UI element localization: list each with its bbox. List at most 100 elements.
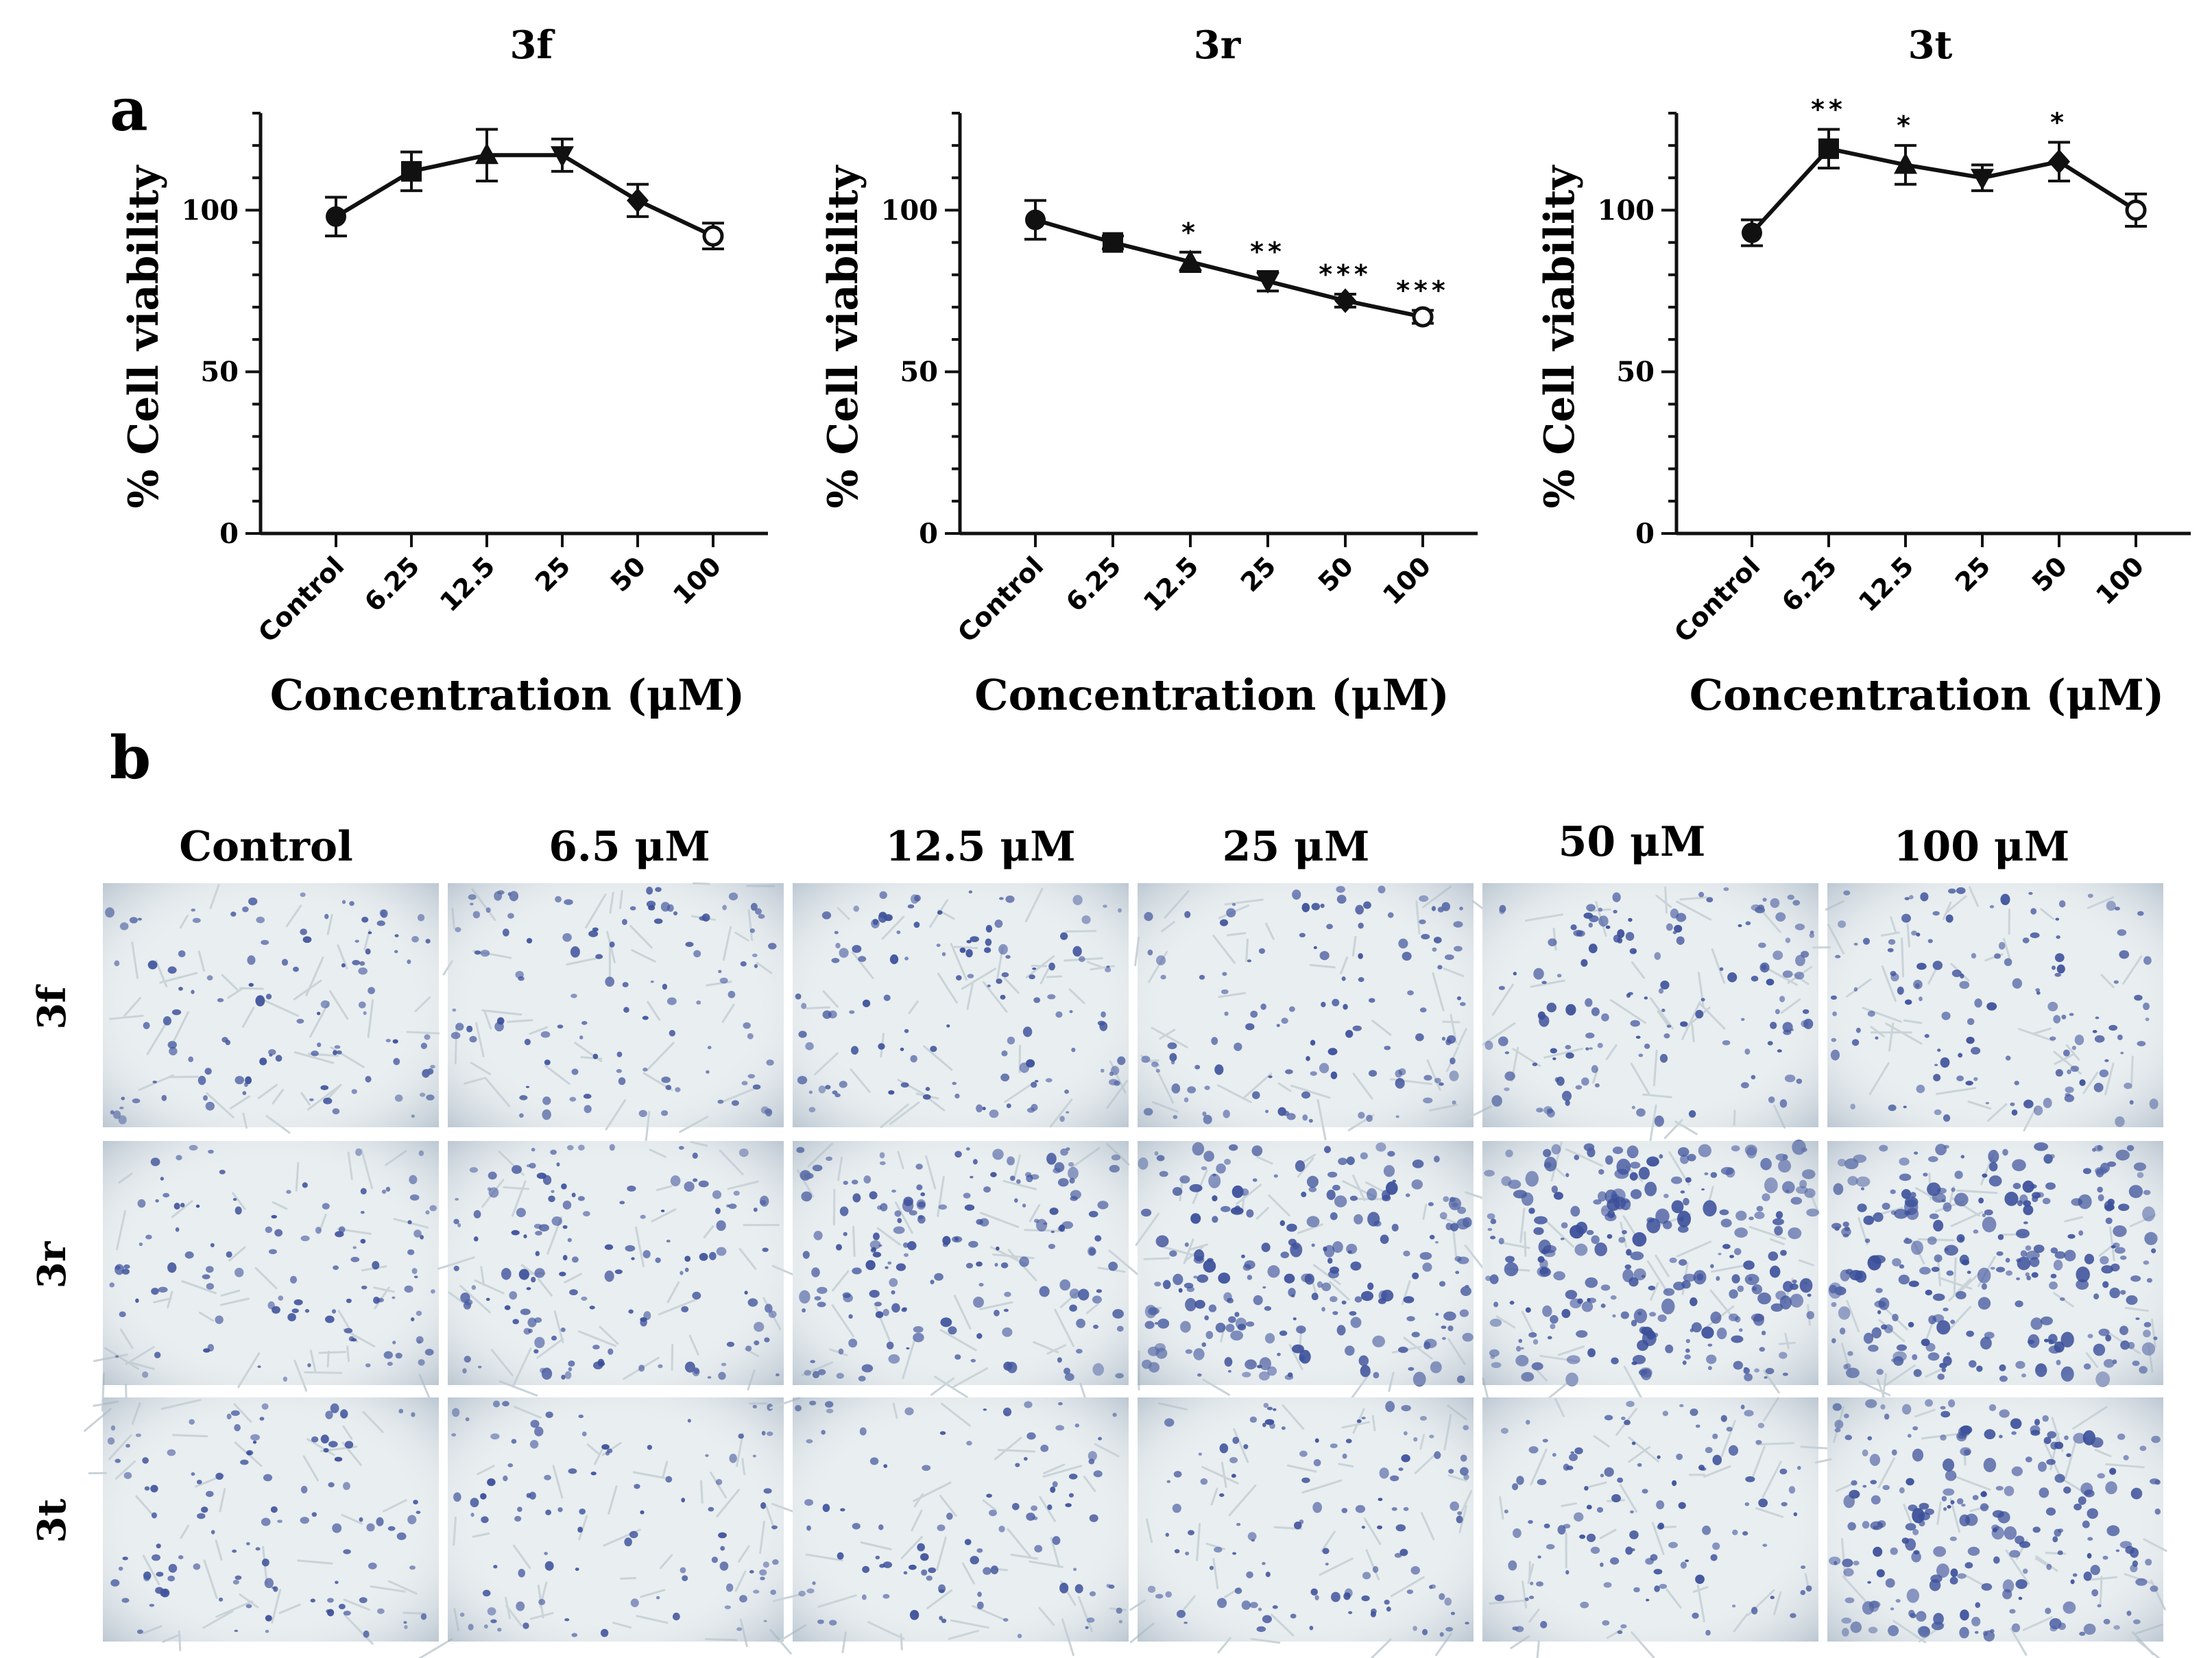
micrograph-vignette xyxy=(448,883,784,1127)
y-tick-label: 100 xyxy=(1598,194,1655,226)
x-tick-label: Control xyxy=(952,551,1049,648)
y-tick-label: 0 xyxy=(919,518,938,550)
data-point xyxy=(401,160,422,182)
data-point xyxy=(1742,222,1762,243)
micrograph-3t-1 xyxy=(418,1397,797,1658)
micrograph-vignette xyxy=(793,1397,1129,1642)
panel-label-a: a xyxy=(110,75,148,145)
column-header: 25 μM xyxy=(1223,823,1370,871)
x-tick-label: Control xyxy=(252,551,350,648)
micrograph-3r-4 xyxy=(1482,1139,1820,1403)
micrograph-3f-5 xyxy=(1812,883,2163,1132)
micrograph-3f-4 xyxy=(1458,883,1818,1146)
x-tick-label: 12.5 xyxy=(1853,551,1919,617)
x-tick-label: 25 xyxy=(1949,551,1997,598)
panel-label-b: b xyxy=(110,723,151,793)
micrograph-vignette xyxy=(1827,1397,2163,1642)
x-tick-label: 100 xyxy=(2090,551,2150,610)
row-label: 3r xyxy=(29,1240,75,1288)
micrograph-3r-3 xyxy=(1135,1141,1487,1404)
data-point xyxy=(627,188,649,213)
series-line xyxy=(335,153,714,238)
micrograph-3f-2 xyxy=(793,883,1129,1129)
row-label: 3f xyxy=(29,984,75,1030)
micrograph-3r-2 xyxy=(793,1141,1140,1410)
x-tick-label: 100 xyxy=(667,551,727,610)
x-tick-label: 100 xyxy=(1377,551,1436,610)
micrograph-3t-0 xyxy=(84,1397,439,1652)
data-point xyxy=(1412,306,1434,328)
x-tick-label: 6.25 xyxy=(359,551,425,617)
data-point xyxy=(551,146,574,168)
data-point xyxy=(702,225,724,247)
chart-title: 3f xyxy=(509,23,555,68)
data-point xyxy=(1818,138,1839,159)
micrograph-3t-3 xyxy=(1129,1397,1474,1658)
micrograph-vignette xyxy=(1138,883,1474,1127)
x-tick-label: Control xyxy=(1668,551,1766,648)
micrograph-vignette xyxy=(1138,1397,1474,1642)
micrograph-vignette xyxy=(1138,1141,1474,1385)
data-point xyxy=(1179,249,1202,271)
micrograph-3t-5 xyxy=(1814,1397,2167,1658)
data-point xyxy=(1025,209,1046,230)
micrograph-vignette xyxy=(1827,1141,2163,1385)
significance-label: *** xyxy=(1396,276,1450,306)
micrograph-vignette xyxy=(448,1397,784,1642)
chart-3t: 3t 0 50 100 % Cell viability Control 6.25 12.5 2… xyxy=(1536,23,2191,720)
chart-3r: 3r 0 50 100 % Cell viability Control 6.25 12.5 2… xyxy=(819,23,1478,720)
x-tick-label: 25 xyxy=(1235,551,1282,598)
x-tick-label: 12.5 xyxy=(434,551,501,617)
column-header: 100 μM xyxy=(1894,823,2069,871)
micrograph-3r-0 xyxy=(93,1141,439,1412)
column-header: 12.5 μM xyxy=(885,823,1075,871)
y-tick-label: 50 xyxy=(900,356,938,388)
significance-label: * xyxy=(1897,110,1914,141)
micrograph-3t-2 xyxy=(769,1397,1129,1657)
row-label: 3t xyxy=(29,1498,75,1543)
data-point xyxy=(1334,288,1356,313)
x-tick-label: 12.5 xyxy=(1138,551,1204,617)
x-axis-label: Concentration (μM) xyxy=(974,670,1449,720)
y-axis-label: % Cell viability xyxy=(819,164,867,508)
micrograph-3f-1 xyxy=(442,882,784,1142)
micrograph-vignette xyxy=(1482,1397,1818,1642)
column-header: Control xyxy=(179,823,353,871)
micrograph-3t-4 xyxy=(1482,1397,1833,1658)
significance-label: ** xyxy=(1250,237,1286,267)
x-tick-label: 50 xyxy=(1312,551,1360,598)
y-axis-label: % Cell viability xyxy=(120,164,168,508)
data-point xyxy=(1256,272,1279,294)
chart-3f: 3f 0 50 100 % Cell viability Control 6.25 12.5 2… xyxy=(120,23,768,720)
y-tick-label: 0 xyxy=(1635,518,1655,550)
y-tick-label: 100 xyxy=(182,194,239,226)
y-axis-label: % Cell viability xyxy=(1536,164,1584,508)
micrograph-vignette xyxy=(103,1397,439,1642)
micrograph-vignette xyxy=(103,1141,439,1385)
significance-label: * xyxy=(1181,217,1199,248)
micrograph-grid: Control 6.5 μM 12.5 μM 25 μM 50 μM 100 μM 3f 3r… xyxy=(29,818,2167,1658)
micrograph-vignette xyxy=(1482,883,1818,1127)
data-point xyxy=(2125,199,2147,221)
micrograph-vignette xyxy=(1827,883,2163,1127)
x-tick-label: 6.25 xyxy=(1776,551,1842,617)
micrograph-3f-0 xyxy=(103,883,440,1134)
data-point xyxy=(1971,169,1994,191)
x-tick-label: 50 xyxy=(605,551,652,598)
chart-title: 3t xyxy=(1908,23,1953,68)
series-line xyxy=(1750,146,2137,235)
x-tick-label: 6.25 xyxy=(1060,551,1127,617)
data-point xyxy=(2048,149,2070,174)
micrograph-3f-3 xyxy=(1134,883,1496,1141)
data-point xyxy=(475,143,498,165)
series-line xyxy=(1035,217,1423,320)
micrograph-3r-5 xyxy=(1827,1141,2163,1408)
data-point xyxy=(1894,152,1917,174)
x-tick-label: 25 xyxy=(529,551,577,598)
y-tick-label: 100 xyxy=(881,194,939,226)
y-tick-label: 50 xyxy=(1616,356,1655,388)
chart-title: 3r xyxy=(1194,23,1242,68)
micrograph-vignette xyxy=(793,883,1129,1127)
